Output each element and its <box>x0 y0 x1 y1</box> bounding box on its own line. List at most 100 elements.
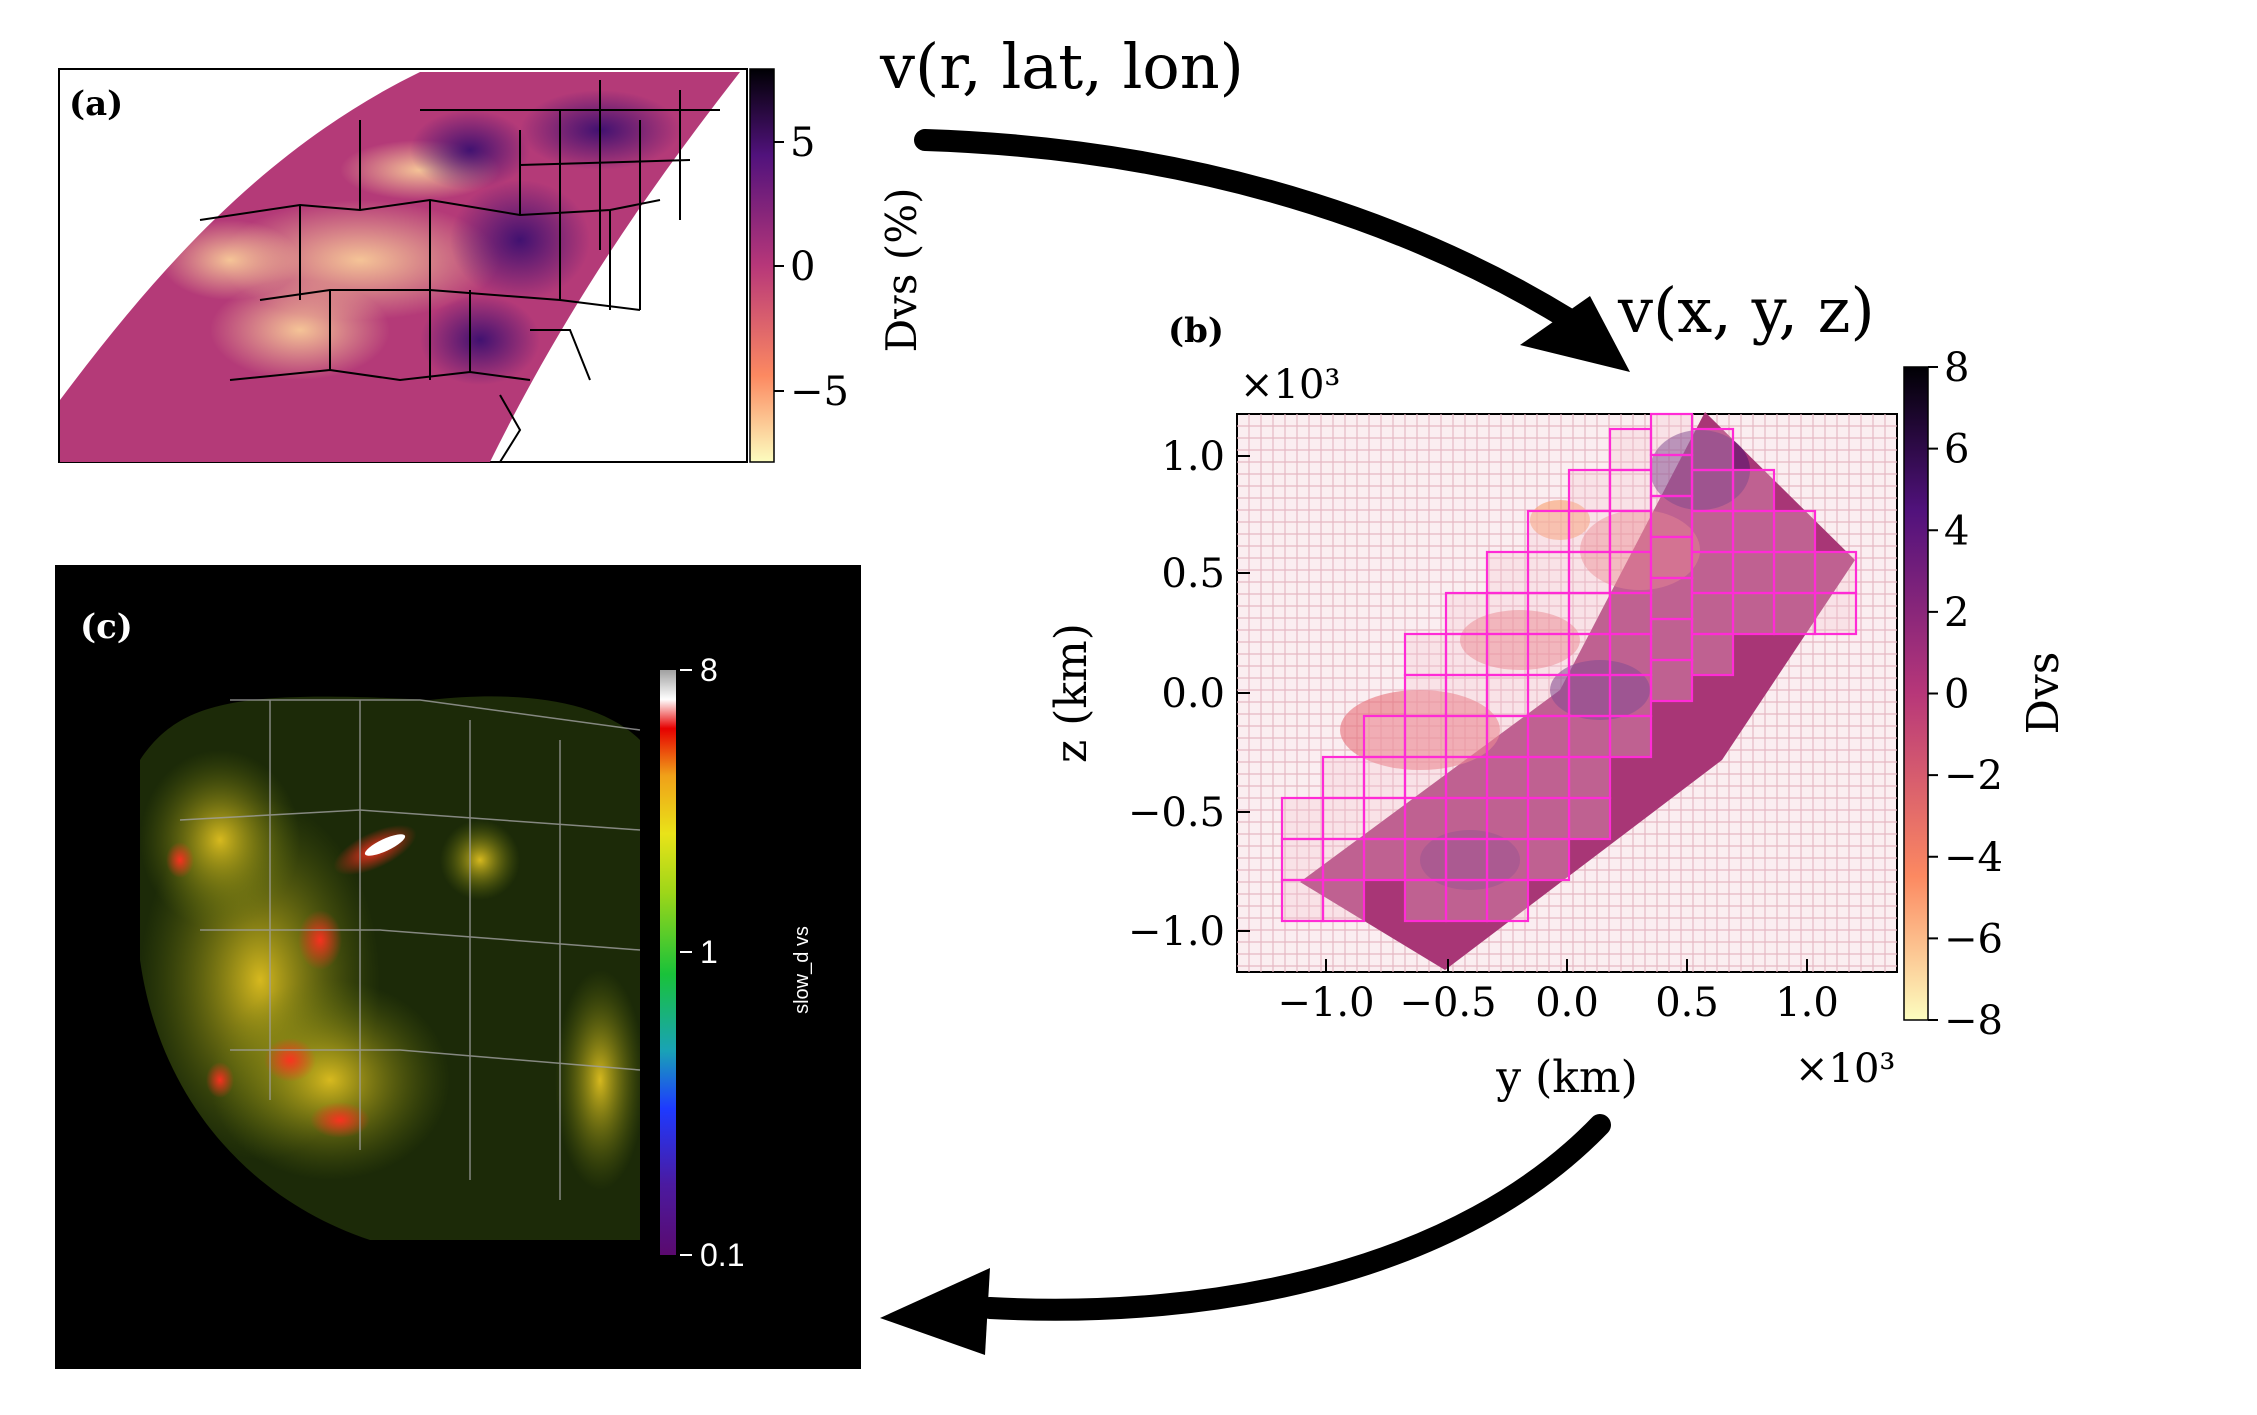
decomposition-block <box>1280 878 1325 923</box>
decomposition-block <box>1526 550 1571 595</box>
decomposition-block <box>1567 550 1612 595</box>
decomposition-block <box>1403 878 1448 923</box>
decomposition-block <box>1485 837 1530 882</box>
top-annotation: v(r, lat, lon) <box>879 30 1244 103</box>
panel-c-label: (c) <box>80 607 133 647</box>
panel-c: (c) <box>55 565 861 1369</box>
decomposition-block <box>1567 632 1612 677</box>
panel-a: (a) 5 0 −5 Dvs (%) <box>58 68 926 463</box>
decomposition-block <box>1444 755 1489 800</box>
arrow-a-to-b <box>914 129 1630 372</box>
panel-c-colorbar <box>660 670 676 1255</box>
panel-c-tick-1: 1 <box>700 934 718 970</box>
panel-c-colorbar-ticks: 8 1 0.1 <box>680 652 744 1273</box>
colorbar-tick-label: −4 <box>1944 835 2003 881</box>
decomposition-block <box>1649 658 1694 703</box>
decomposition-block <box>1649 617 1694 662</box>
panel-c-tick-0-1: 0.1 <box>700 1237 744 1273</box>
decomposition-block <box>1772 550 1817 595</box>
panel-a-colorbar <box>749 68 775 463</box>
decomposition-block <box>1403 755 1448 800</box>
decomposition-block <box>1403 632 1448 677</box>
panel-b-colorbar-label: Dvs <box>2018 652 2069 735</box>
panel-b-label: (b) <box>1168 311 1224 351</box>
decomposition-block <box>1567 714 1612 759</box>
decomposition-block <box>1567 591 1612 636</box>
decomposition-block <box>1403 796 1448 841</box>
decomposition-block <box>1649 576 1694 621</box>
decomposition-block <box>1731 550 1776 595</box>
decomposition-block <box>1649 494 1694 539</box>
decomposition-block <box>1321 755 1366 800</box>
decomposition-block <box>1444 632 1489 677</box>
decomposition-block <box>1321 796 1366 841</box>
colorbar-tick-label: −2 <box>1944 753 2003 799</box>
panel-b-block-decomposition <box>1280 412 1858 923</box>
colorbar-tick-label: 6 <box>1944 427 1969 473</box>
decomposition-block <box>1731 468 1776 513</box>
decomposition-block <box>1485 714 1530 759</box>
decomposition-block <box>1567 673 1612 718</box>
decomposition-block <box>1280 796 1325 841</box>
decomposition-block <box>1485 632 1530 677</box>
decomposition-block <box>1526 591 1571 636</box>
panel-c-tick-8: 8 <box>700 652 718 688</box>
decomposition-block <box>1526 755 1571 800</box>
decomposition-block <box>1485 796 1530 841</box>
decomposition-block <box>1608 673 1653 718</box>
decomposition-block <box>1444 796 1489 841</box>
panel-a-tick-0: 0 <box>790 244 815 290</box>
panel-b-colorbar <box>1903 366 1929 1021</box>
decomposition-block <box>1690 591 1735 636</box>
arrow-b-to-c <box>880 1114 1611 1355</box>
decomposition-block <box>1731 509 1776 554</box>
decomposition-block <box>1526 673 1571 718</box>
decomposition-block <box>1608 632 1653 677</box>
decomposition-block <box>1690 468 1735 513</box>
decomposition-block <box>1444 591 1489 636</box>
decomposition-block <box>1649 453 1694 498</box>
decomposition-block <box>1280 837 1325 882</box>
panel-b-xtick-3: 0.0 <box>1535 980 1599 1026</box>
middle-annotation: v(x, y, z) <box>1617 274 1875 347</box>
decomposition-block <box>1690 509 1735 554</box>
colorbar-tick-label: 4 <box>1944 508 1969 554</box>
decomposition-block <box>1690 632 1735 677</box>
colorbar-tick-label: 8 <box>1944 345 1969 391</box>
decomposition-block <box>1608 591 1653 636</box>
decomposition-block <box>1567 468 1612 513</box>
decomposition-block <box>1485 591 1530 636</box>
panel-a-colorbar-ticks: 5 0 −5 <box>774 120 849 415</box>
panel-b-xtick-4: 0.5 <box>1655 980 1719 1026</box>
decomposition-block <box>1444 714 1489 759</box>
colorbar-tick-label: 2 <box>1944 590 1969 636</box>
decomposition-block <box>1772 509 1817 554</box>
panel-b-ytick-5: −1.0 <box>1128 909 1225 955</box>
panel-a-tick-neg5: −5 <box>790 369 849 415</box>
decomposition-block <box>1567 796 1612 841</box>
panel-b-y-ticks: 1.0 0.5 0.0 −0.5 −1.0 <box>1128 434 1250 955</box>
decomposition-block <box>1403 673 1448 718</box>
panel-b-x-multiplier: ×10³ <box>1795 1046 1895 1092</box>
panel-b-ylabel: z (km) <box>1046 623 1097 763</box>
decomposition-block <box>1526 796 1571 841</box>
panel-c-colorbar-label: slow_d vs <box>791 926 813 1014</box>
decomposition-block <box>1608 427 1653 472</box>
decomposition-block <box>1526 509 1571 554</box>
decomposition-block <box>1649 535 1694 580</box>
decomposition-block <box>1608 468 1653 513</box>
panel-b-xtick-2: −0.5 <box>1399 980 1496 1026</box>
decomposition-block <box>1526 714 1571 759</box>
panel-b-ytick-1: 1.0 <box>1161 434 1225 480</box>
decomposition-block <box>1485 755 1530 800</box>
panel-a-colorbar-label: Dvs (%) <box>877 188 926 353</box>
decomposition-block <box>1403 714 1448 759</box>
panel-b-ytick-2: 0.5 <box>1161 551 1225 597</box>
decomposition-block <box>1608 714 1653 759</box>
panel-c-volume-render <box>140 696 640 1240</box>
colorbar-tick-label: −8 <box>1944 998 2003 1044</box>
decomposition-block <box>1813 550 1858 595</box>
decomposition-block <box>1608 509 1653 554</box>
decomposition-block <box>1485 673 1530 718</box>
